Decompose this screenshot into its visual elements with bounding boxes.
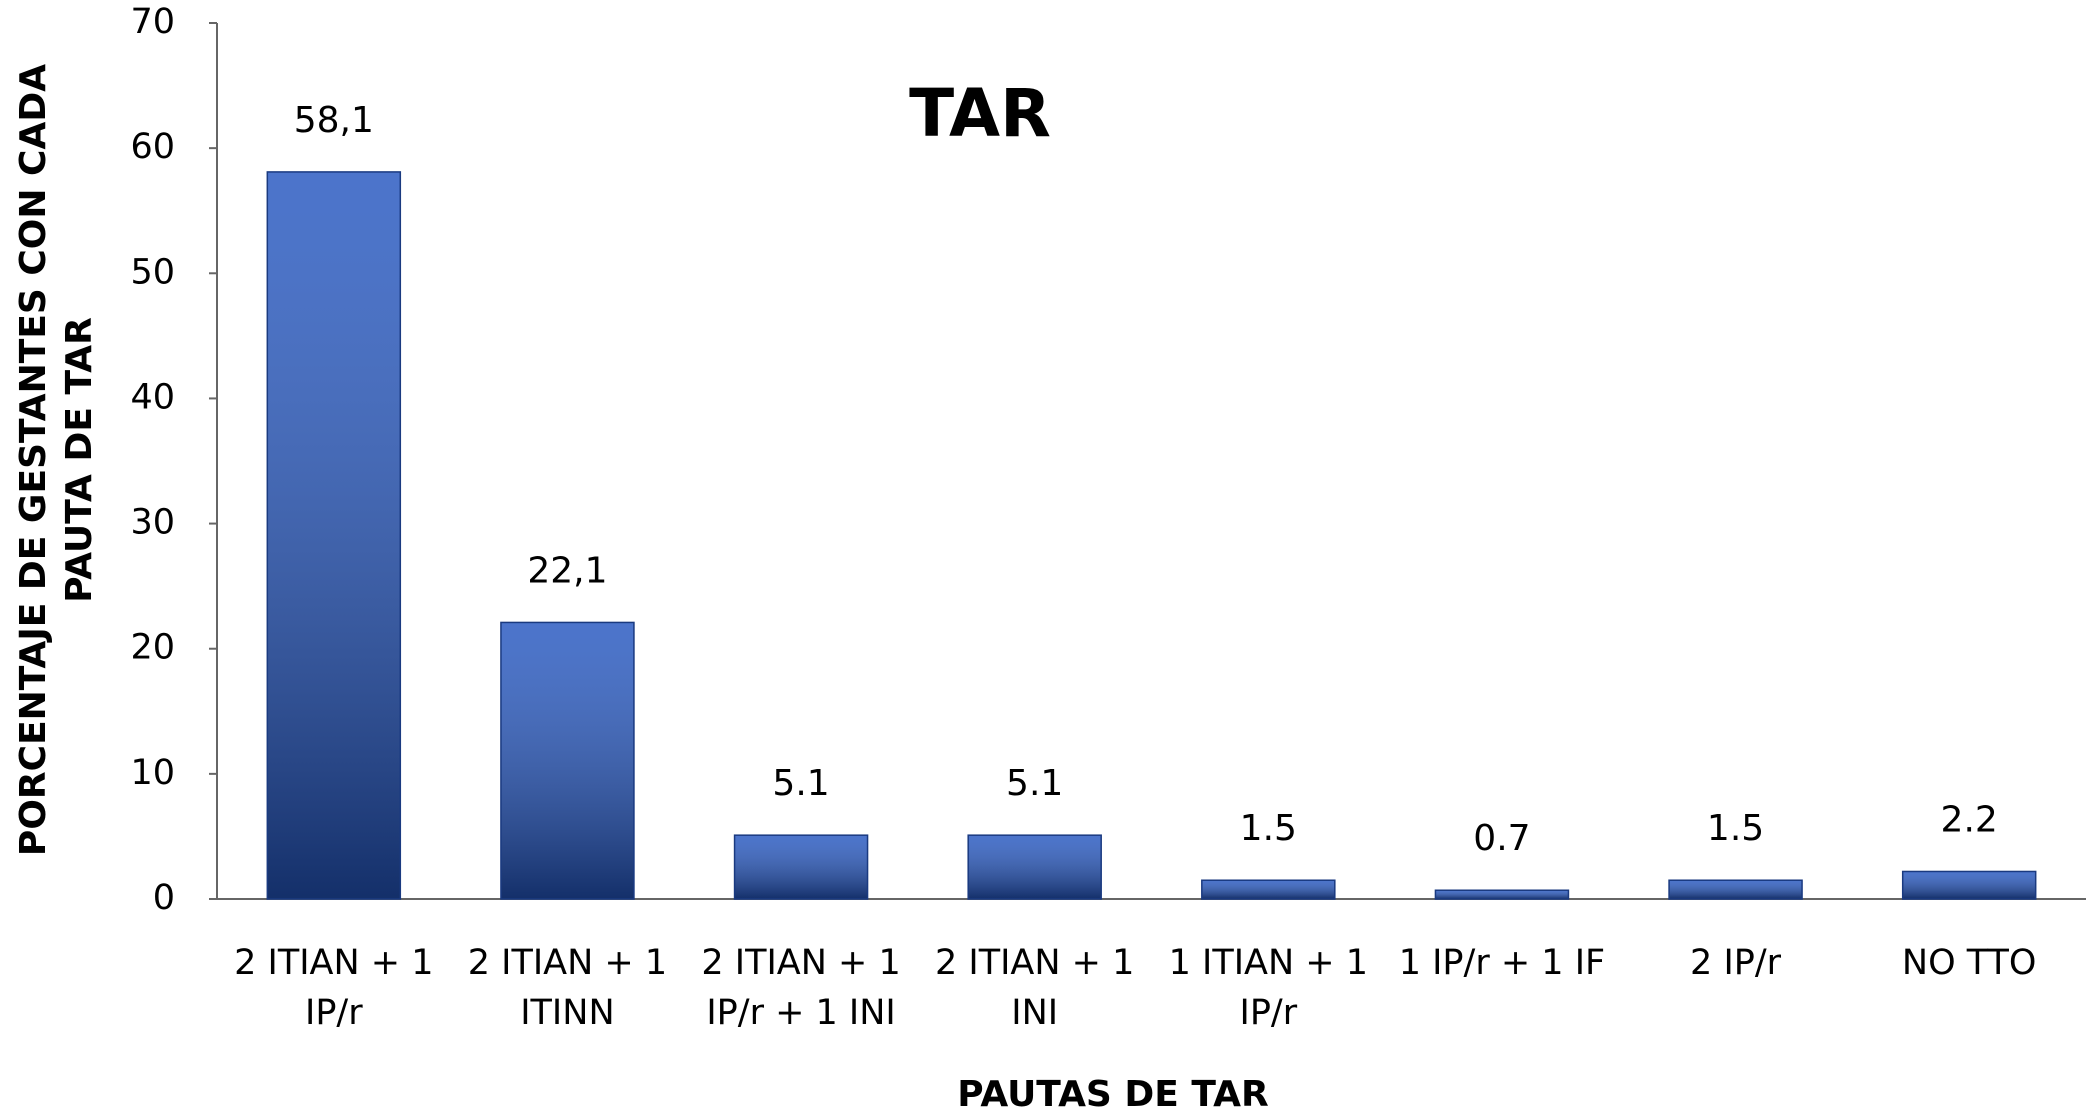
y-tick-label: 40: [130, 377, 175, 417]
bar-shade: [266, 171, 402, 900]
y-tick-label: 10: [130, 753, 175, 793]
x-axis-title: PAUTAS DE TAR: [957, 1074, 1269, 1115]
x-tick-label: 2 ITIAN + 1 INI: [934, 943, 1135, 1033]
data-label: 58,1: [294, 100, 374, 141]
chart-title: TAR: [909, 75, 1051, 152]
x-tick-label: 2 ITIAN + 1 IP/r: [234, 943, 434, 1033]
data-label: 2.2: [1941, 799, 1998, 840]
y-tick-label: 0: [153, 878, 175, 918]
y-tick-label: 50: [130, 252, 175, 292]
bar-shade: [500, 621, 635, 900]
y-tick-label: 70: [130, 2, 175, 42]
bar-shade: [1668, 879, 1803, 900]
x-tick-label: 1 ITIAN + 1 IP/r: [1168, 943, 1368, 1033]
data-label: 0.7: [1473, 818, 1530, 859]
y-tick-label: 60: [130, 127, 175, 167]
x-tick-label: 2 ITIAN + 1 ITINN: [467, 943, 668, 1033]
data-label: 5.1: [1006, 763, 1063, 804]
data-label: 1.5: [1240, 808, 1297, 849]
x-tick-label: 2 IP/r: [1690, 943, 1782, 983]
bar-shade: [1901, 870, 2037, 900]
y-tick-label: 30: [130, 503, 175, 543]
y-axis-title: PORCENTAJE DE GESTANTES CON CADA PAUTA DE…: [13, 64, 100, 856]
bar-shade: [733, 834, 869, 900]
x-tick-label: NO TTO: [1901, 943, 2037, 983]
bar-shade: [967, 834, 1102, 900]
data-label: 22,1: [527, 550, 607, 591]
y-tick-label: 20: [130, 628, 175, 668]
bar-shade: [1434, 889, 1570, 900]
data-label: 1.5: [1707, 808, 1764, 849]
x-tick-label: 2 ITIAN + 1 IP/r + 1 INI: [701, 943, 901, 1033]
data-label: 5.1: [772, 763, 829, 804]
x-tick-label: 1 IP/r + 1 IF: [1398, 943, 1606, 983]
bar-shade: [1201, 879, 1336, 900]
